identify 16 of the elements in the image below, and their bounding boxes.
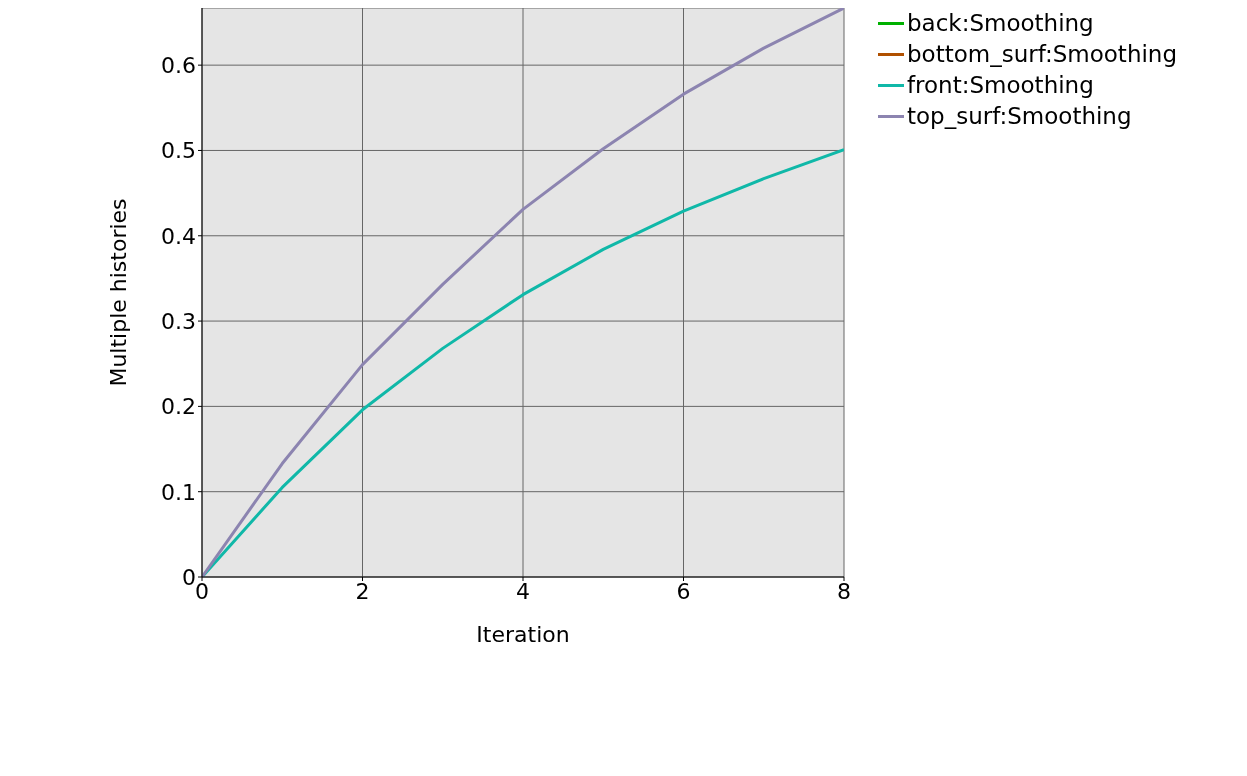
x-tick-label: 2	[355, 578, 370, 604]
legend-label: back:Smoothing	[907, 9, 1094, 38]
x-tick-label: 6	[676, 578, 691, 604]
x-tick-label: 8	[837, 578, 851, 604]
y-tick-label: 0.1	[161, 479, 196, 505]
legend-label: bottom_surf:Smoothing	[907, 40, 1178, 69]
y-axis-title: Multiple histories	[105, 198, 131, 387]
x-axis-title: Iteration	[476, 622, 570, 647]
legend-label: top_surf:Smoothing	[907, 102, 1132, 131]
y-tick-label: 0.5	[161, 138, 196, 164]
y-tick-label: 0.6	[161, 52, 196, 78]
legend-label: front:Smoothing	[907, 71, 1094, 100]
y-tick-label: 0.3	[161, 308, 196, 334]
y-tick-label: 0.2	[161, 394, 196, 420]
y-tick-label: 0.4	[161, 223, 196, 249]
x-tick-label: 4	[516, 578, 530, 604]
